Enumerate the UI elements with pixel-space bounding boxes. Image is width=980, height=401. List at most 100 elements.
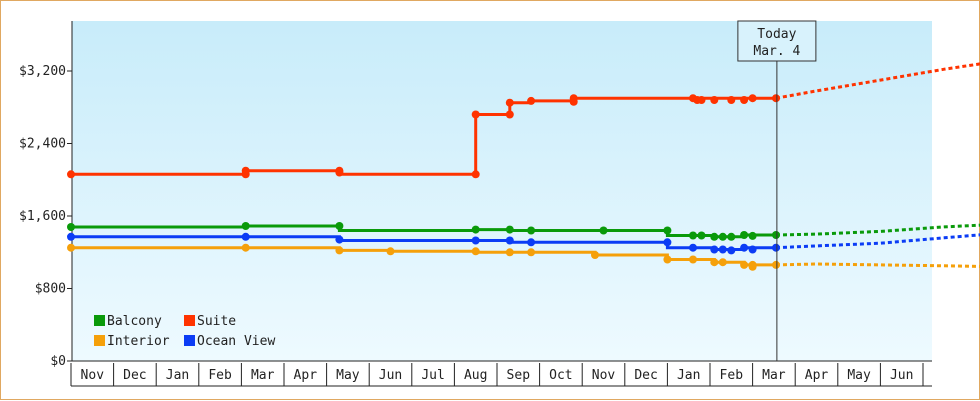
x-tick-label: May xyxy=(847,368,871,383)
x-tick-label: Aug xyxy=(464,368,487,383)
data-point-ocean-view xyxy=(241,232,250,241)
data-point-ocean-view xyxy=(727,246,736,255)
data-point-interior xyxy=(335,246,344,255)
data-point-balcony xyxy=(241,222,250,230)
x-tick-label: Jan xyxy=(166,368,189,383)
data-point-suite xyxy=(505,98,514,107)
data-point-suite xyxy=(241,166,250,175)
legend-swatch xyxy=(184,335,195,346)
x-tick-label: Dec xyxy=(634,368,657,383)
y-tick-label: $0 xyxy=(50,354,66,369)
x-tick-label: Oct xyxy=(549,368,572,383)
data-point-ocean-view xyxy=(748,245,757,254)
legend-label: Suite xyxy=(197,314,236,329)
data-point-suite xyxy=(67,170,75,179)
data-point-interior xyxy=(718,258,727,267)
legend-label: Ocean View xyxy=(197,334,275,349)
data-point-suite xyxy=(527,96,536,105)
data-point-balcony xyxy=(599,226,608,235)
data-point-interior xyxy=(505,248,514,257)
data-point-balcony xyxy=(710,232,719,241)
data-point-ocean-view xyxy=(471,236,480,245)
data-point-suite xyxy=(697,96,706,104)
plot-area xyxy=(72,21,932,361)
data-point-interior xyxy=(471,247,480,256)
data-point-balcony xyxy=(335,222,344,230)
data-point-interior xyxy=(527,248,536,257)
data-point-balcony xyxy=(689,231,697,240)
data-point-suite xyxy=(335,168,344,177)
data-point-balcony xyxy=(772,231,780,239)
data-point-balcony xyxy=(527,226,536,235)
x-tick-label: Feb xyxy=(208,368,232,383)
legend-swatch xyxy=(94,315,105,326)
data-point-ocean-view xyxy=(718,245,727,254)
x-tick-label: Mar xyxy=(762,368,786,383)
forecast-line-suite xyxy=(775,62,980,100)
data-point-balcony xyxy=(697,231,706,240)
data-point-ocean-view xyxy=(527,238,536,247)
y-tick-label: $2,400 xyxy=(19,137,66,152)
legend-label: Interior xyxy=(107,334,170,349)
data-point-interior xyxy=(740,260,749,269)
data-point-interior xyxy=(748,262,757,271)
data-point-suite xyxy=(748,94,757,103)
x-tick-label: Jul xyxy=(421,368,444,383)
legend-label: Balcony xyxy=(107,314,162,329)
today-title: Today xyxy=(757,27,796,42)
data-point-suite xyxy=(471,170,480,179)
x-tick-label: Jun xyxy=(890,368,913,383)
data-point-balcony xyxy=(471,225,480,234)
x-tick-label: Jan xyxy=(677,368,700,383)
data-point-interior xyxy=(663,255,672,264)
data-point-ocean-view xyxy=(689,243,697,252)
data-point-interior xyxy=(710,258,719,267)
data-point-suite xyxy=(569,94,578,103)
data-point-ocean-view xyxy=(505,236,514,245)
data-point-balcony xyxy=(718,232,727,241)
data-point-suite xyxy=(740,96,749,104)
x-tick-label: Dec xyxy=(123,368,146,383)
data-point-suite xyxy=(505,110,514,119)
x-tick-label: Nov xyxy=(81,368,105,383)
data-point-interior xyxy=(591,251,599,259)
data-point-balcony xyxy=(505,225,514,234)
y-tick-label: $3,200 xyxy=(19,64,66,79)
data-point-interior xyxy=(241,243,250,252)
data-point-ocean-view xyxy=(772,243,780,252)
data-point-suite xyxy=(727,96,736,104)
data-point-ocean-view xyxy=(740,243,749,252)
x-tick-label: Apr xyxy=(294,368,318,383)
today-date: Mar. 4 xyxy=(753,44,800,59)
data-point-suite xyxy=(471,110,480,119)
data-point-interior xyxy=(689,255,697,264)
data-point-balcony xyxy=(748,231,757,240)
data-point-interior xyxy=(772,260,780,269)
x-tick-label: Nov xyxy=(592,368,616,383)
x-tick-label: May xyxy=(336,368,360,383)
legend-swatch xyxy=(94,335,105,346)
y-tick-label: $1,600 xyxy=(19,209,66,224)
data-point-balcony xyxy=(67,223,75,231)
x-tick-label: Jun xyxy=(379,368,402,383)
data-point-balcony xyxy=(663,226,672,235)
x-tick-label: Feb xyxy=(720,368,744,383)
data-point-ocean-view xyxy=(335,235,344,244)
data-point-ocean-view xyxy=(710,245,719,254)
x-tick-label: Apr xyxy=(805,368,829,383)
data-point-ocean-view xyxy=(663,238,672,247)
x-tick-label: Sep xyxy=(507,368,531,383)
data-point-ocean-view xyxy=(67,232,75,241)
data-point-interior xyxy=(67,243,75,252)
today-callout xyxy=(737,20,817,62)
data-point-balcony xyxy=(740,231,749,239)
data-point-suite xyxy=(710,96,719,104)
y-tick-label: $800 xyxy=(35,282,66,297)
data-point-interior xyxy=(386,247,395,256)
legend-swatch xyxy=(184,315,195,326)
data-point-suite xyxy=(772,94,780,103)
data-point-balcony xyxy=(727,232,736,241)
x-tick-label: Mar xyxy=(251,368,275,383)
